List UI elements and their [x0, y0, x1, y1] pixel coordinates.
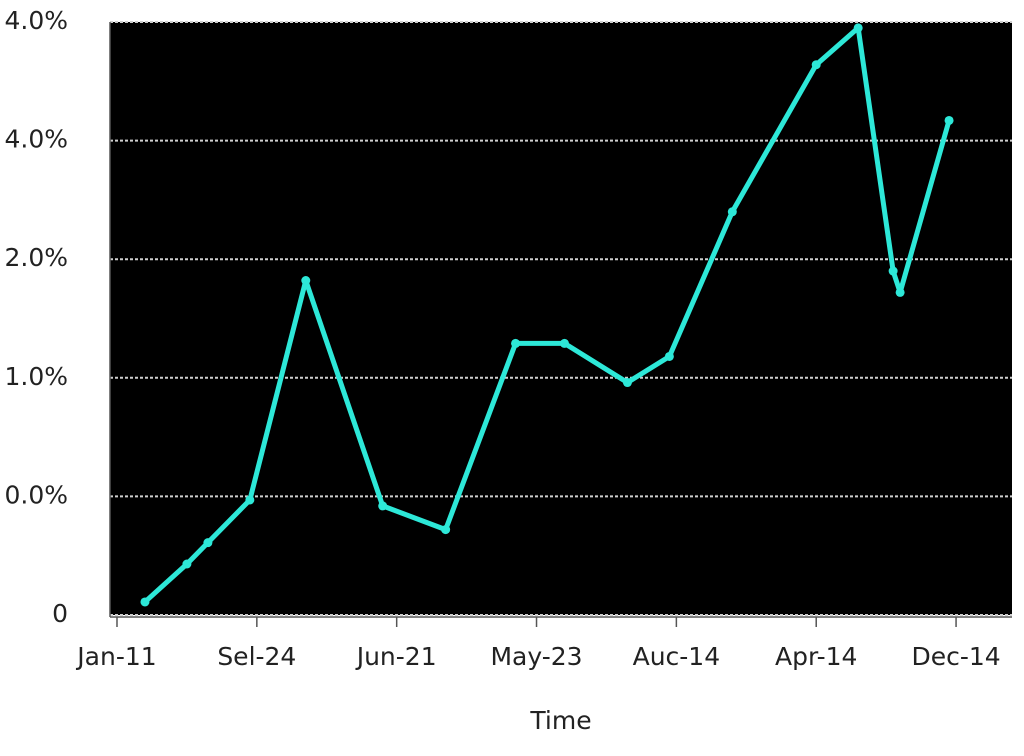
data-point — [727, 207, 737, 217]
data-point — [140, 597, 150, 607]
x-tick-label: Jun-21 — [355, 642, 437, 671]
y-tick-label: 0.0% — [4, 480, 68, 509]
data-point — [622, 378, 632, 388]
y-tick-label: 0 — [52, 599, 68, 628]
x-tick-label: Auc-14 — [633, 642, 721, 671]
data-point — [664, 351, 674, 361]
x-tick-label: Sel-24 — [217, 642, 296, 671]
data-point — [853, 23, 863, 33]
data-point — [245, 495, 255, 505]
x-tick-label: Apr-14 — [775, 642, 857, 671]
data-point — [378, 501, 388, 511]
data-point — [182, 559, 192, 569]
data-point — [888, 266, 898, 276]
data-point — [441, 525, 451, 535]
x-axis-label: Time — [529, 706, 591, 735]
plot-area — [110, 22, 1012, 615]
data-point — [511, 338, 521, 348]
x-tick-label: May-23 — [490, 642, 582, 671]
y-tick-label: 4.0% — [4, 125, 68, 154]
data-point — [203, 538, 213, 548]
data-point — [559, 338, 569, 348]
data-point — [944, 115, 954, 125]
y-tick-label: 4.0% — [4, 6, 68, 35]
x-tick-label: Dec-14 — [911, 642, 1000, 671]
data-point — [811, 60, 821, 70]
data-point — [895, 287, 905, 297]
x-tick-label: Jan-11 — [75, 642, 156, 671]
y-tick-label: 2.0% — [4, 243, 68, 272]
y-tick-label: 1.0% — [4, 362, 68, 391]
data-point — [301, 276, 311, 286]
